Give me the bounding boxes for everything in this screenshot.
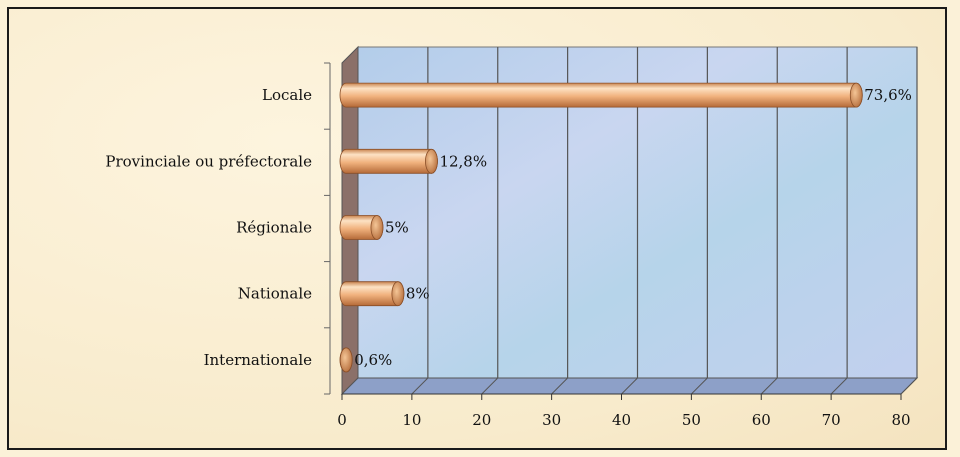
gridline-floor — [900, 377, 918, 395]
bar-cap — [370, 215, 384, 240]
x-axis: 0 10 20 30 40 50 60 70 80 — [337, 393, 911, 429]
gridline-floor — [481, 377, 499, 395]
bar-cap — [339, 347, 353, 373]
x-tick-label: 80 — [891, 411, 910, 429]
value-label: 8% — [406, 285, 430, 303]
bar — [339, 347, 353, 373]
gridline-floor — [621, 377, 638, 395]
gridline-floor — [411, 377, 429, 395]
value-label: 12,8% — [439, 152, 487, 170]
x-tick-label: 70 — [822, 411, 841, 429]
bars — [339, 82, 863, 373]
value-label: 5% — [385, 219, 409, 237]
bar-cap — [849, 82, 863, 108]
category-label: Nationale — [238, 285, 312, 303]
value-labels: 73,6% 12,8% 5% 8% 0,6% — [354, 86, 912, 369]
x-tick-label: 20 — [472, 411, 491, 429]
category-label: Internationale — [204, 351, 313, 369]
bar — [339, 82, 863, 108]
bar-body — [339, 82, 863, 108]
x-tick-label: 40 — [612, 411, 631, 429]
bar-cap — [391, 281, 405, 307]
bar — [339, 281, 405, 307]
category-label: Provinciale ou préfectorale — [105, 152, 312, 170]
y-axis: Locale Provinciale ou préfectorale Régiona… — [105, 62, 331, 395]
bar — [339, 215, 384, 240]
x-tick-label: 10 — [402, 411, 421, 429]
gridline-floor — [830, 377, 848, 395]
value-label: 73,6% — [864, 86, 912, 104]
gridline-floor — [760, 377, 778, 395]
value-label: 0,6% — [354, 351, 392, 369]
gridline-floor — [691, 377, 708, 395]
bar — [339, 148, 438, 174]
x-tick-label: 50 — [682, 411, 701, 429]
category-label: Locale — [262, 86, 312, 104]
x-tick-label: 60 — [752, 411, 771, 429]
bar-body — [339, 148, 438, 174]
x-tick-label: 0 — [337, 411, 347, 429]
bar-cap — [425, 148, 438, 174]
gridline-floor — [551, 377, 568, 395]
x-tick-label: 30 — [542, 411, 561, 429]
category-label: Régionale — [236, 219, 312, 237]
